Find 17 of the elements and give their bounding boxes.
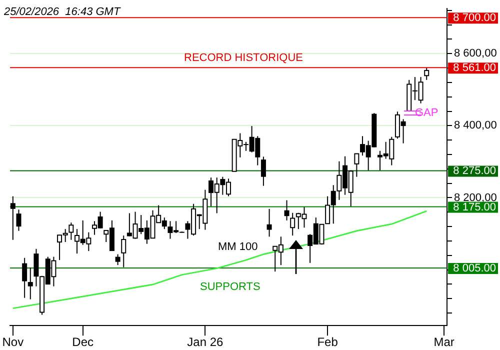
series-label: MM 100 [218,241,258,254]
x-tick-label: Feb [317,335,338,350]
x-tick-label: Mar [434,335,454,350]
ref-line-label: 8 175.00 [453,201,496,214]
ref-line-label: 8 561.00 [453,62,496,74]
y-tick-label: 8 400,00 [454,120,497,132]
x-tick-label: Jan 26 [187,335,224,350]
x-tick-label: Dec [72,335,94,350]
ref-line-label: 8 275.00 [453,165,496,178]
y-tick-label: 8 600,00 [454,48,497,60]
ref-line-label: 8 005.00 [453,262,496,274]
annotation: 25/02/2026 16:43 GMT [3,6,122,18]
ref-line-label: 8 700.00 [453,12,496,24]
annotation: RECORD HISTORIQUE [184,52,303,64]
y-tick-label: 8 200,00 [454,192,497,204]
x-tick-label: Nov [2,335,24,350]
annotation: SUPPORTS [200,281,260,294]
